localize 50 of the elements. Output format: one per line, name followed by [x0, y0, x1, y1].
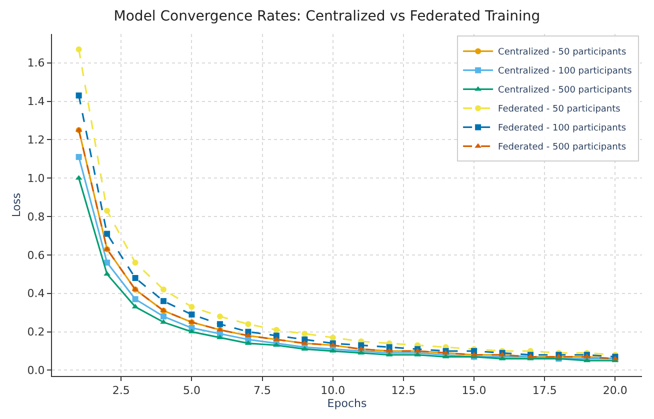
x-tick-label: 15.0: [462, 384, 486, 398]
point: [160, 286, 167, 293]
point: [76, 92, 82, 98]
y-tick-label: 0.0: [27, 364, 45, 378]
point: [104, 260, 110, 266]
point: [245, 321, 252, 328]
legend-label: Federated - 50 participants: [498, 104, 621, 115]
x-tick-label: 5.0: [182, 384, 200, 398]
point: [160, 319, 167, 324]
chart-title: Model Convergence Rates: Centralized vs Federated Training: [114, 8, 540, 24]
y-axis-title: Loss: [10, 192, 23, 218]
point: [160, 313, 167, 320]
point: [132, 275, 138, 282]
y-tick-label: 0.8: [27, 210, 45, 224]
y-tick-label: 1.6: [27, 56, 45, 70]
x-tick-label: 17.5: [532, 384, 557, 398]
point: [273, 326, 280, 333]
legend-label: Centralized - 100 participants: [498, 66, 632, 77]
point: [273, 332, 280, 339]
point: [216, 321, 223, 328]
x-tick-label: 12.5: [391, 384, 416, 398]
point: [132, 296, 138, 302]
y-tick-label: 1.4: [27, 95, 45, 108]
point: [386, 344, 392, 350]
point: [330, 334, 336, 341]
x-tick-label: 7.5: [254, 384, 272, 398]
y-tick-label: 0.2: [27, 326, 45, 339]
x-tick-label: 20.0: [602, 384, 628, 398]
point: [132, 260, 138, 266]
legend-label: Federated - 100 participants: [498, 124, 626, 134]
point: [104, 208, 110, 214]
y-tick-label: 0.6: [27, 248, 45, 262]
point: [76, 46, 82, 52]
y-tick-label: 1.0: [27, 172, 45, 185]
point: [76, 154, 82, 160]
x-axis-title: Epochs: [327, 397, 367, 410]
x-tick-label: 2.5: [112, 384, 130, 398]
legend-label: Centralized - 50 participants: [498, 48, 626, 58]
y-tick-label: 0.4: [27, 287, 45, 300]
point: [188, 304, 195, 310]
y-tick-label: 1.2: [27, 134, 45, 147]
point: [216, 334, 224, 340]
point: [104, 230, 110, 237]
point: [216, 313, 223, 320]
legend-label: Centralized - 500 participants: [498, 86, 632, 96]
point: [302, 330, 308, 337]
legend-label: Federated - 500 participants: [498, 142, 626, 153]
x-tick-label: 10.0: [320, 384, 346, 398]
point: [160, 298, 167, 304]
point: [188, 312, 195, 318]
